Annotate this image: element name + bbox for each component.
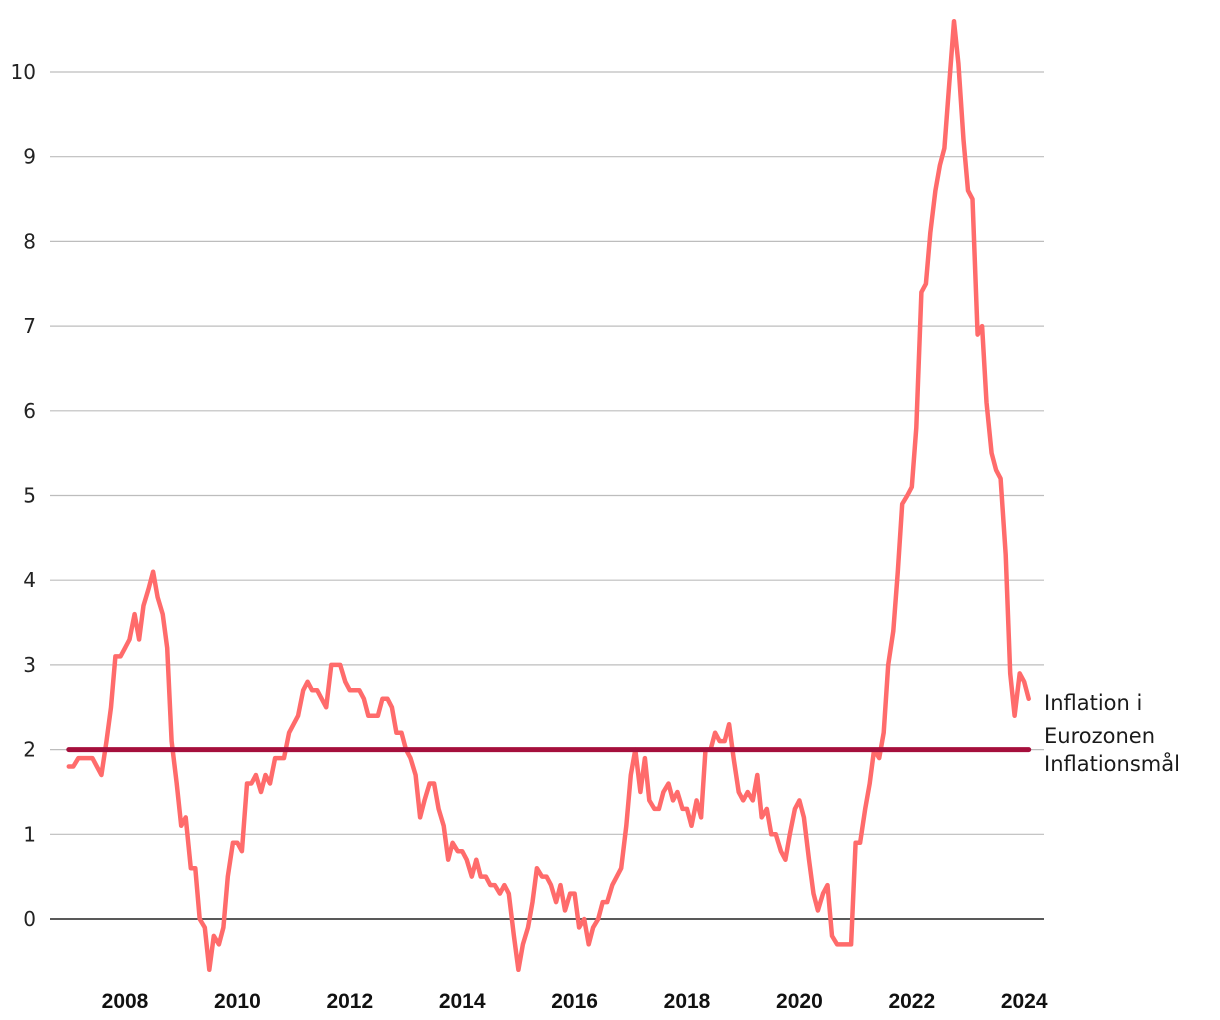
y-tick-label: 1 [23, 822, 36, 846]
x-tick-label: 2016 [551, 990, 598, 1013]
y-tick-label: 7 [23, 314, 36, 338]
series-label-inflation-line1: Inflation i [1044, 691, 1142, 715]
y-tick-label: 3 [23, 653, 36, 677]
y-tick-label: 9 [23, 145, 36, 169]
x-tick-label: 2022 [888, 990, 935, 1013]
y-tick-label: 0 [23, 907, 36, 931]
y-tick-label: 8 [23, 229, 36, 253]
series-label-inflation-line2: Eurozonen [1044, 724, 1155, 748]
x-tick-label: 2020 [776, 990, 823, 1013]
y-tick-label: 5 [23, 484, 36, 508]
x-tick-label: 2010 [214, 990, 261, 1013]
series-lines [66, 18, 1032, 973]
y-axis-tick-labels: 0 1 2 3 4 5 6 7 8 9 10 [11, 60, 36, 931]
x-tick-label: 2018 [664, 990, 711, 1013]
x-tick-label: 2008 [102, 990, 149, 1013]
x-tick-label: 2012 [326, 990, 373, 1013]
series-label-target: Inflationsmål [1044, 751, 1180, 776]
y-tick-label: 10 [11, 60, 36, 84]
x-tick-label: 2024 [1001, 990, 1048, 1013]
y-tick-label: 2 [23, 738, 36, 762]
y-tick-label: 4 [23, 568, 36, 592]
gridlines [50, 71, 1044, 920]
series-line-inflation [66, 18, 1031, 973]
series-labels: Inflation i Eurozonen Inflationsmål [1044, 691, 1180, 776]
x-axis-tick-labels: 2008 2010 2012 2014 2016 2018 2020 2022 2024 [102, 990, 1048, 1013]
y-tick-label: 6 [23, 399, 36, 423]
x-tick-label: 2014 [439, 990, 486, 1013]
